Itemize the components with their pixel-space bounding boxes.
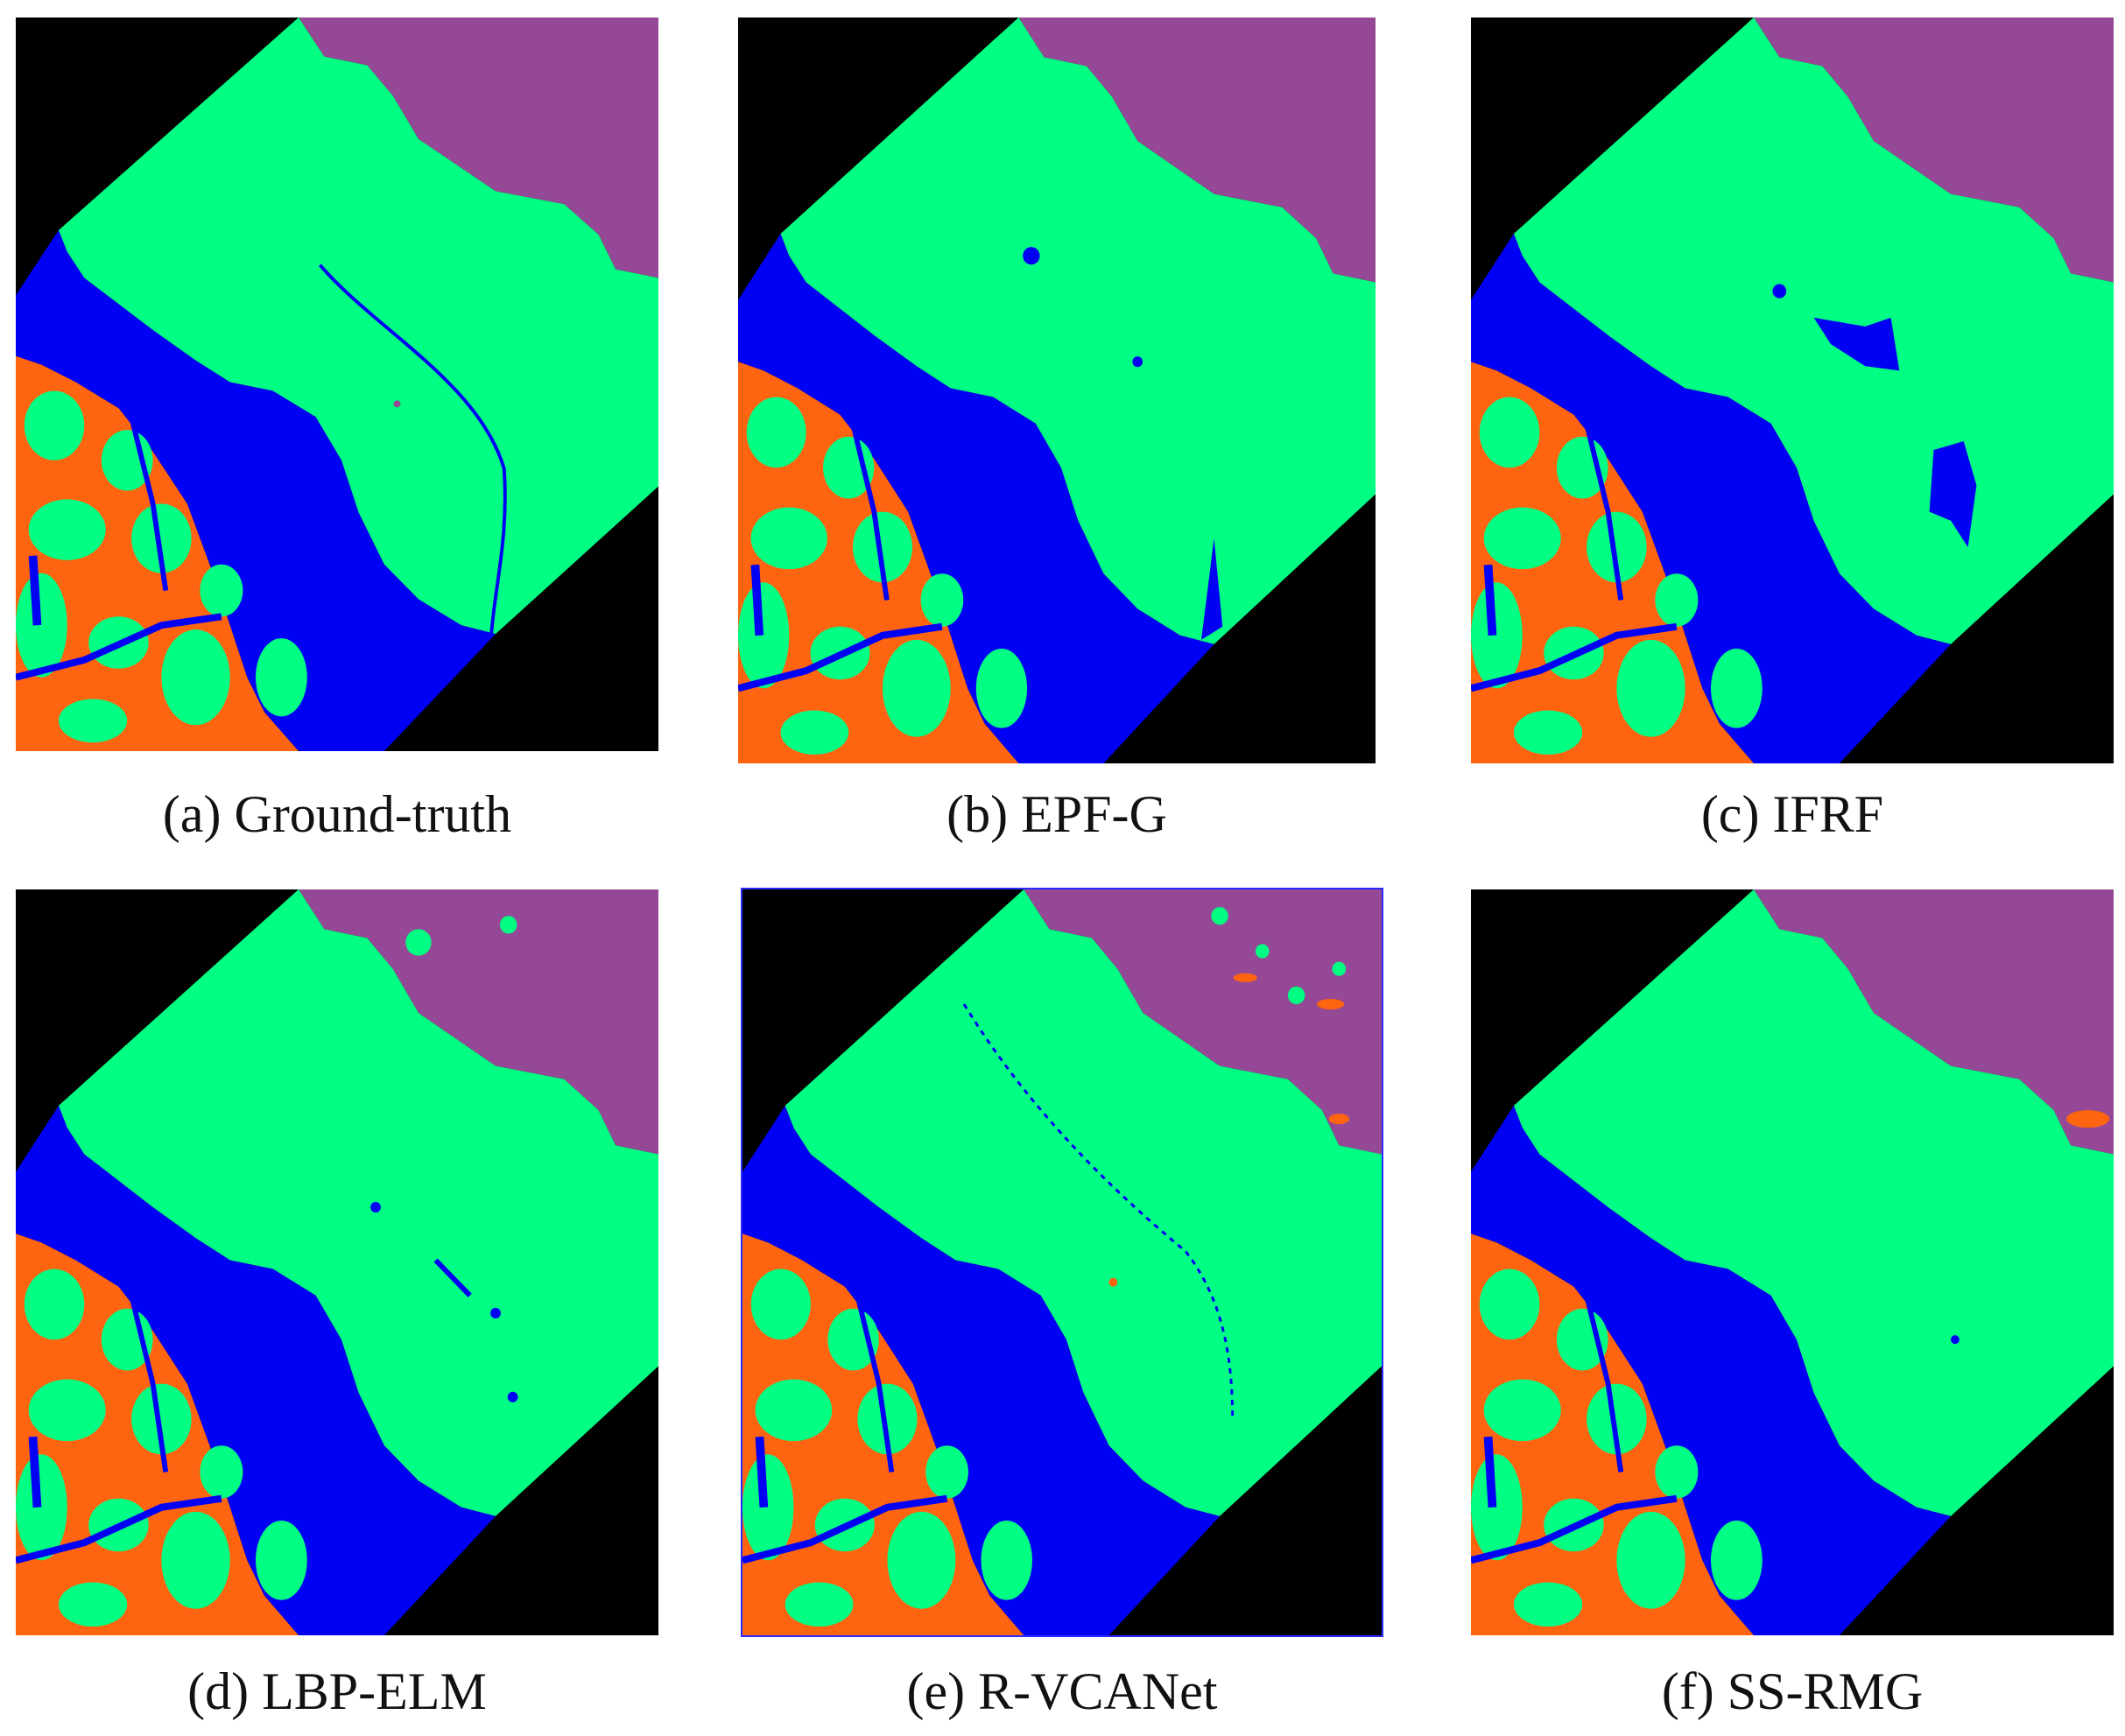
panel-f: (f) SS-RMG: [1471, 889, 2119, 1730]
classification-map-c: [1471, 18, 2114, 763]
caption-d: (d) LBP-ELM: [187, 1662, 487, 1720]
classification-map-a: [16, 18, 658, 751]
caption-b: (b) EPF-G: [946, 785, 1167, 843]
classification-map-f: [1471, 889, 2114, 1635]
caption-f: (f) SS-RMG: [1661, 1662, 1924, 1720]
caption-c: (c) IFRF: [1700, 785, 1884, 843]
classification-map-b: [738, 18, 1376, 763]
classification-map-d: [16, 889, 658, 1635]
panel-a: (a) Ground-truth: [16, 18, 664, 840]
caption-a: (a) Ground-truth: [162, 785, 512, 843]
panel-d: (d) LBP-ELM: [16, 889, 664, 1730]
panel-c: (c) IFRF: [1471, 18, 2119, 840]
caption-e: (e) R-VCANet: [906, 1662, 1218, 1720]
classification-map-e: [741, 888, 1383, 1637]
panel-b: (b) EPF-G: [738, 18, 1386, 840]
panel-e: (e) R-VCANet: [741, 888, 1390, 1730]
